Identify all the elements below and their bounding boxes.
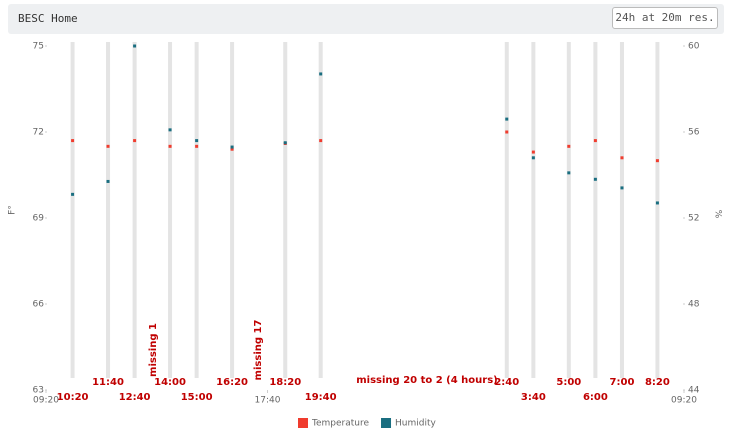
- point: [195, 139, 199, 143]
- annotation-label: 3:40: [521, 392, 546, 403]
- point: [71, 139, 75, 143]
- annotation-band: [283, 42, 288, 378]
- y-tick-label: 69: [33, 214, 45, 224]
- point: [655, 201, 659, 205]
- point: [531, 150, 535, 154]
- y-axis-label: F°: [8, 205, 18, 215]
- y2-axis-label: %: [713, 210, 723, 219]
- annotation-label: 6:00: [583, 392, 608, 403]
- point: [593, 177, 597, 181]
- point: [133, 44, 137, 48]
- y-tick-label: 72: [33, 128, 44, 138]
- point: [283, 141, 287, 145]
- point: [531, 156, 535, 160]
- note: missing 17: [253, 320, 264, 381]
- y2-tick-label: 48: [688, 300, 700, 310]
- annotation-label: 14:00: [154, 377, 186, 388]
- legend-swatch: [298, 418, 308, 428]
- annotation-band: [566, 42, 571, 378]
- annotation-band: [504, 42, 509, 378]
- point: [505, 117, 509, 121]
- annotation-band: [619, 42, 624, 378]
- annotation-label: 12:40: [119, 392, 151, 403]
- point: [168, 128, 172, 132]
- annotation-band: [132, 42, 137, 378]
- annotation-label: 19:40: [305, 392, 337, 403]
- plot-area: [36, 38, 694, 394]
- y-tick-label: 66: [33, 300, 45, 310]
- annotation-band: [70, 42, 75, 378]
- x-tick-label: 09:20: [671, 396, 697, 406]
- header-bar: BESC Home 24h at 20m res.: [8, 4, 724, 34]
- legend-label: Humidity: [395, 419, 436, 429]
- title: BESC Home: [18, 12, 78, 25]
- point: [230, 147, 234, 151]
- point: [106, 179, 110, 183]
- x-tick-label: 17:40: [255, 396, 281, 406]
- point: [71, 192, 75, 196]
- point: [505, 130, 509, 134]
- legend-swatch: [381, 418, 392, 428]
- note: missing 1: [148, 323, 159, 377]
- annotation-band: [593, 42, 598, 378]
- annotation-label: 5:00: [556, 377, 581, 388]
- point: [133, 139, 137, 143]
- annotation-band: [194, 42, 199, 378]
- point: [655, 159, 659, 163]
- y2-tick-label: 60: [688, 42, 700, 52]
- y2-tick-label: 44: [688, 386, 700, 396]
- point: [168, 144, 172, 148]
- y2-tick-label: 52: [688, 214, 699, 224]
- annotation-band: [168, 42, 173, 378]
- annotation-label: 16:20: [216, 377, 248, 388]
- point: [319, 72, 323, 76]
- point: [230, 145, 234, 149]
- point: [567, 144, 571, 148]
- annotation-band: [531, 42, 536, 378]
- y2-tick-label: 56: [688, 128, 700, 138]
- note: missing 20 to 2 (4 hours): [356, 375, 497, 386]
- point: [195, 144, 199, 148]
- annotation-band: [318, 42, 323, 378]
- annotation-label: 10:20: [57, 392, 89, 403]
- point: [319, 139, 323, 143]
- point: [620, 156, 624, 160]
- x-tick-label: 09:20: [33, 396, 59, 406]
- point: [106, 144, 110, 148]
- annotation-band: [106, 42, 111, 378]
- annotation-band: [655, 42, 660, 378]
- y-tick-label: 63: [33, 386, 44, 396]
- legend-label: Temperature: [311, 419, 369, 429]
- annotation-label: 11:40: [92, 377, 124, 388]
- y-tick-label: 75: [33, 42, 44, 52]
- annotation-label: 8:20: [645, 377, 670, 388]
- annotation-label: 18:20: [269, 377, 301, 388]
- annotation-band: [230, 42, 235, 378]
- annotation-label: 15:00: [181, 392, 213, 403]
- point: [620, 186, 624, 190]
- point: [567, 171, 571, 175]
- annotation-label: 7:00: [610, 377, 635, 388]
- annotation-label: 2:40: [494, 377, 519, 388]
- point: [593, 139, 597, 143]
- range-button[interactable]: 24h at 20m res.: [612, 7, 718, 29]
